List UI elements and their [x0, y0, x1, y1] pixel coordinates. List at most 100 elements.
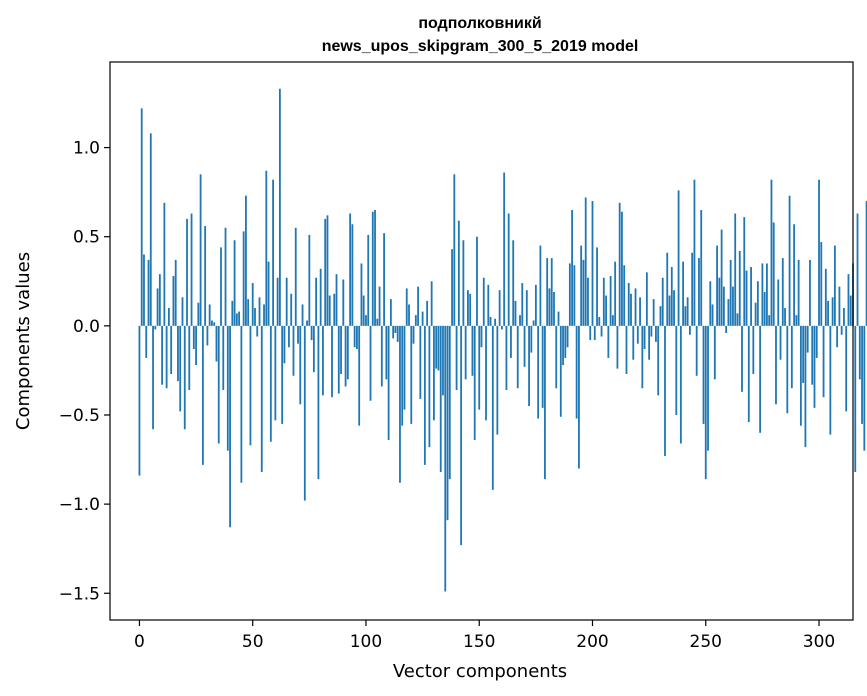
bar-159 — [498, 290, 501, 326]
y-tick-label: −1.0 — [59, 495, 100, 515]
bar-285 — [784, 308, 786, 326]
bar-260 — [727, 299, 730, 326]
bar-91 — [344, 325, 347, 387]
bar-277 — [766, 263, 768, 326]
bar-140 — [455, 325, 458, 391]
bar-92 — [346, 325, 349, 380]
bar-218 — [632, 325, 635, 360]
bar-7 — [154, 325, 157, 330]
bar-217 — [630, 293, 632, 326]
bar-313 — [847, 274, 850, 326]
bar-214 — [623, 265, 626, 326]
bar-0 — [138, 325, 141, 476]
bar-29 — [204, 226, 207, 326]
bar-118 — [405, 288, 408, 326]
bar-3 — [145, 325, 148, 358]
bar-254 — [713, 325, 716, 380]
bar-238 — [677, 190, 680, 326]
bar-90 — [342, 279, 345, 326]
bar-131 — [435, 325, 438, 369]
bar-216 — [627, 283, 630, 326]
bar-48 — [247, 299, 250, 326]
bar-10 — [161, 325, 163, 385]
bar-164 — [510, 325, 512, 358]
bar-248 — [700, 209, 703, 326]
bar-309 — [838, 286, 841, 326]
y-tick-label: 1.0 — [73, 139, 100, 159]
bar-290 — [795, 315, 798, 326]
bar-67 — [290, 293, 293, 326]
bar-199 — [589, 325, 592, 341]
bar-258 — [722, 286, 725, 326]
bar-77 — [312, 325, 315, 373]
bar-122 — [414, 315, 417, 326]
bar-21 — [186, 218, 188, 326]
plot-frame — [109, 61, 854, 621]
bar-175 — [534, 284, 537, 326]
bar-153 — [485, 325, 487, 421]
chart-title: подполковникй — [418, 15, 541, 32]
bar-227 — [652, 299, 655, 326]
bar-114 — [396, 325, 399, 342]
bar-192 — [573, 265, 576, 326]
bar-52 — [256, 325, 259, 337]
bar-109 — [385, 325, 388, 380]
bar-66 — [288, 325, 290, 348]
bar-176 — [537, 325, 540, 419]
x-axis: 0 50 100 150 200 250 300 — [134, 620, 835, 652]
bar-208 — [609, 275, 612, 326]
bar-149 — [476, 236, 478, 326]
bar-152 — [482, 277, 485, 326]
bar-281 — [775, 325, 777, 405]
bar-22 — [188, 325, 191, 391]
bar-116 — [401, 325, 404, 426]
bar-63 — [281, 325, 284, 424]
bar-177 — [539, 245, 542, 326]
bar-267 — [743, 217, 746, 326]
bar-58 — [269, 325, 272, 442]
bar-240 — [682, 261, 685, 326]
bar-124 — [419, 325, 422, 399]
bar-307 — [833, 245, 836, 326]
bar-162 — [505, 325, 508, 391]
bar-83 — [326, 215, 329, 326]
bar-16 — [174, 259, 177, 326]
bar-112 — [392, 325, 395, 339]
bar-31 — [208, 304, 211, 326]
bar-143 — [462, 240, 465, 326]
bar-18 — [179, 325, 182, 412]
bar-189 — [566, 325, 569, 348]
bar-20 — [183, 325, 186, 430]
bar-184 — [555, 325, 558, 389]
bar-134 — [442, 325, 444, 396]
bar-65 — [285, 277, 288, 326]
bar-123 — [417, 286, 419, 326]
bar-103 — [371, 211, 374, 326]
bar-210 — [614, 261, 617, 326]
bar-166 — [514, 300, 517, 326]
bar-82 — [324, 218, 327, 326]
bar-13 — [167, 308, 170, 326]
bar-115 — [399, 325, 401, 483]
bar-49 — [249, 325, 252, 446]
bar-206 — [605, 295, 607, 326]
bar-126 — [423, 325, 426, 465]
bar-169 — [521, 283, 524, 326]
bar-141 — [457, 220, 460, 326]
x-tick-label: 250 — [690, 632, 722, 652]
bar-37 — [222, 325, 225, 391]
bar-5 — [149, 133, 152, 326]
bar-59 — [272, 179, 274, 326]
bar-151 — [480, 325, 483, 348]
bar-316 — [854, 325, 857, 473]
bar-212 — [618, 202, 621, 326]
bar-156 — [491, 325, 494, 490]
bar-201 — [593, 325, 596, 341]
bar-80 — [319, 268, 322, 326]
bar-12 — [165, 325, 168, 389]
bar-223 — [643, 325, 646, 350]
bar-230 — [659, 306, 662, 326]
bar-26 — [197, 302, 200, 326]
bar-94 — [351, 224, 354, 326]
